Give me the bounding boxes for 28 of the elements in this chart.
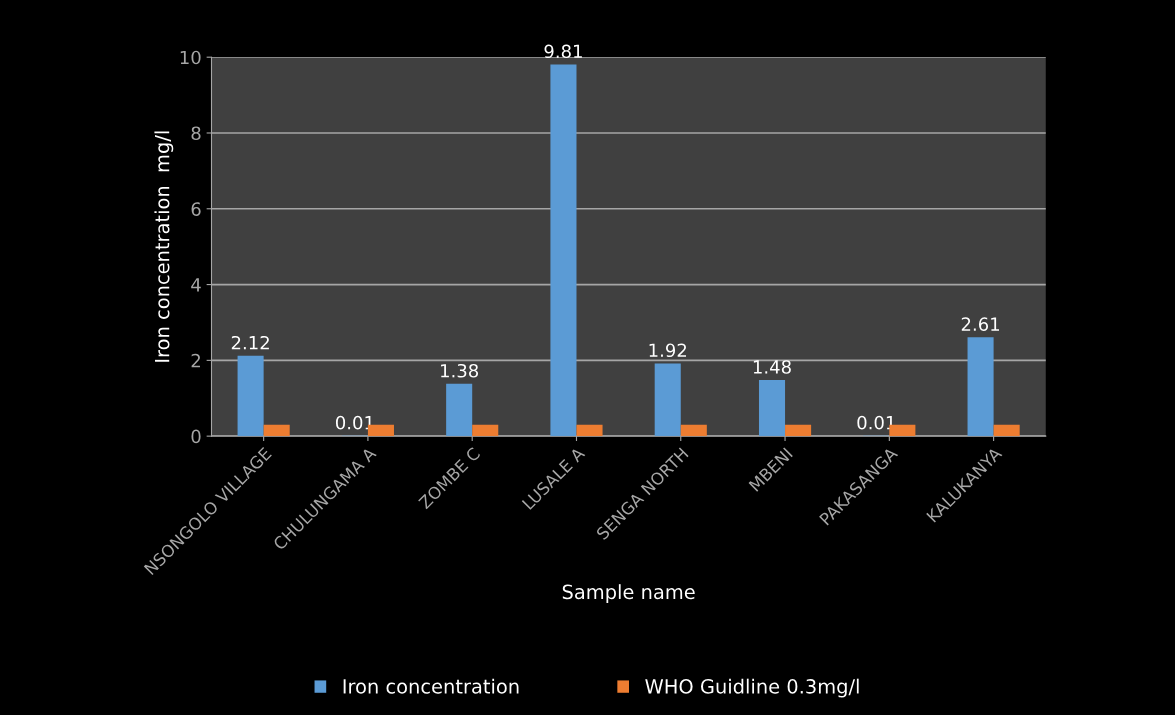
- y-tick-label: 4: [191, 278, 201, 292]
- y-tick-label: 8: [191, 126, 201, 141]
- data-label: 2.12: [231, 335, 269, 350]
- bar: [654, 363, 681, 437]
- y-axis-title: Iron concentration mg/l: [154, 131, 174, 362]
- legend-label: WHO Guidline 0.3mg/l: [645, 678, 859, 698]
- x-axis-title: Sample name: [562, 584, 695, 603]
- bar: [967, 337, 994, 437]
- bar: [758, 380, 786, 437]
- bar: [576, 424, 603, 437]
- data-label: 9.81: [544, 44, 582, 59]
- data-label: 1.38: [441, 363, 479, 378]
- bar: [680, 424, 707, 437]
- y-tick-label: 0: [191, 429, 201, 444]
- data-label: 1.48: [753, 360, 791, 374]
- bar: [785, 424, 812, 437]
- y-tick-label: 6: [191, 202, 201, 216]
- y-tick-label: 10: [180, 50, 201, 65]
- bar: [550, 64, 577, 437]
- data-label: 1.92: [649, 343, 687, 358]
- bar: [993, 424, 1020, 437]
- bar: [263, 424, 290, 437]
- bar: [446, 383, 473, 437]
- bar: [472, 424, 499, 437]
- legend-label: Iron concentration: [343, 678, 519, 694]
- bar: [237, 355, 264, 437]
- data-label: 2.61: [961, 317, 1000, 331]
- y-tick-label: 2: [191, 353, 200, 368]
